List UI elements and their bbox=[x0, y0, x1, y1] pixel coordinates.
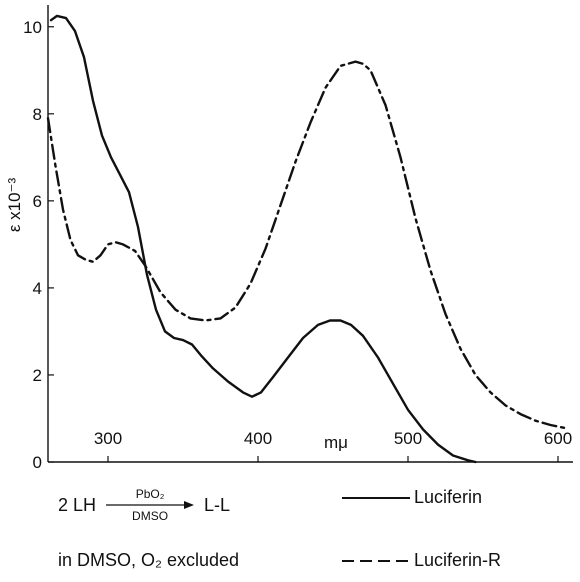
x-tick-label: 500 bbox=[394, 429, 422, 448]
product-label: L-L bbox=[204, 494, 231, 515]
ticks: 0 2 4 6 8 10 300 400 500 600 bbox=[23, 18, 572, 470]
reactant-label: 2 LH bbox=[58, 494, 97, 515]
arrow-icon bbox=[106, 501, 195, 509]
y-tick-label: 2 bbox=[33, 366, 42, 385]
reaction-arrow: PbO₂ DMSO bbox=[104, 487, 196, 523]
legend-item-luciferin: Luciferin bbox=[340, 487, 482, 508]
series-layer bbox=[46, 14, 567, 464]
conditions-note: in DMSO, O₂ excluded bbox=[58, 550, 240, 570]
solvent-label: DMSO bbox=[132, 509, 169, 523]
legend-solid-line-icon bbox=[342, 496, 410, 499]
legend-label-luciferin-r: Luciferin-R bbox=[414, 550, 502, 570]
x-tick-label: 300 bbox=[94, 429, 122, 448]
legend-dashed-line-icon bbox=[342, 559, 410, 562]
reaction-equation: 2 LH PbO₂ DMSO L-L bbox=[58, 487, 230, 523]
y-tick-label: 6 bbox=[33, 192, 42, 211]
y-tick-label: 8 bbox=[33, 105, 42, 124]
reagent-label: PbO₂ bbox=[135, 487, 165, 501]
series-line-luciferin bbox=[49, 14, 477, 464]
y-tick-label: 10 bbox=[23, 18, 42, 37]
absorption-spectrum-chart: 0 2 4 6 8 10 300 400 500 600 ε x10⁻³ mμ bbox=[5, 5, 573, 470]
axes bbox=[47, 5, 573, 463]
legend-label-luciferin: Luciferin bbox=[414, 487, 483, 507]
y-tick-label: 0 bbox=[33, 453, 42, 470]
y-tick-label: 4 bbox=[33, 279, 42, 298]
legend-item-luciferin-r: Luciferin-R bbox=[340, 550, 501, 571]
y-axis-label: ε x10⁻³ bbox=[5, 177, 24, 232]
x-tick-label: 400 bbox=[244, 429, 272, 448]
x-tick-label: 600 bbox=[544, 429, 572, 448]
series-line-luciferin-r bbox=[46, 60, 567, 430]
x-axis-label: mμ bbox=[324, 433, 348, 452]
